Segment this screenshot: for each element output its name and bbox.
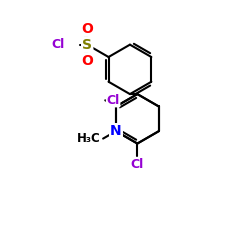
Text: N: N <box>110 124 122 138</box>
Text: O: O <box>81 22 93 36</box>
Text: N: N <box>110 124 122 138</box>
Text: Cl: Cl <box>52 38 65 51</box>
Text: S: S <box>82 38 92 52</box>
Text: S: S <box>82 38 92 52</box>
Text: Cl: Cl <box>131 158 144 171</box>
Text: O: O <box>81 22 93 36</box>
Text: O: O <box>81 54 93 68</box>
Text: H₃C: H₃C <box>77 132 101 145</box>
Text: O: O <box>81 54 93 68</box>
Text: Cl: Cl <box>106 94 120 107</box>
